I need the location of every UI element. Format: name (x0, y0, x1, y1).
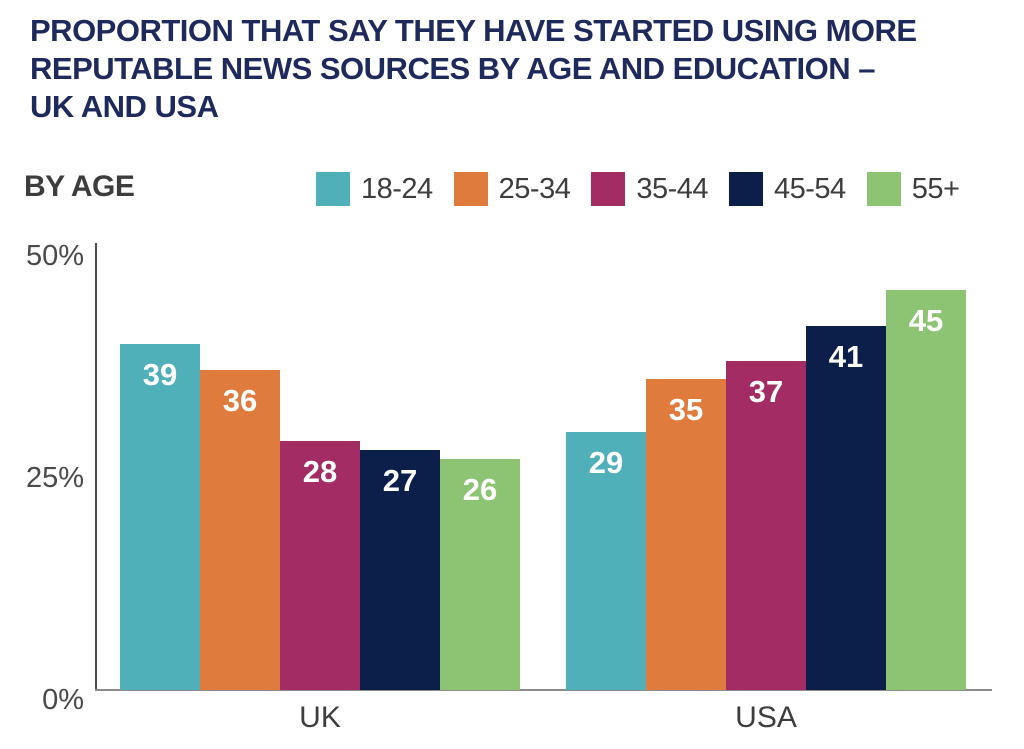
y-tick-label: 0% (42, 684, 84, 716)
chart-title-line: UK AND USA (30, 89, 219, 124)
y-tick-label: 25% (25, 462, 84, 494)
category-label-uk: UK (299, 701, 341, 734)
bar-value-label: 26 (462, 472, 498, 507)
legend-swatch (729, 172, 764, 206)
legend-label: 55+ (911, 172, 960, 205)
bar-value-label: 37 (748, 374, 784, 409)
legend-swatch (453, 172, 488, 206)
y-tick-label: 50% (25, 240, 84, 272)
chart-title: PROPORTION THAT SAY THEY HAVE STARTED US… (30, 12, 990, 126)
legend-swatch (316, 172, 350, 206)
bar-uk-55+: 26 (440, 459, 520, 690)
legend-item-45-54: 45-54 (729, 172, 846, 206)
bar-usa-35-44: 37 (726, 361, 806, 690)
legend-swatch (866, 172, 901, 206)
chart-title-line: REPUTABLE NEWS SOURCES BY AGE AND EDUCAT… (30, 51, 876, 86)
x-axis-line (95, 689, 992, 691)
legend-item-35-44: 35-44 (591, 172, 709, 206)
legend-label: 25-34 (498, 172, 571, 205)
bar-usa-25-34: 35 (646, 379, 726, 690)
bar-value-label: 45 (908, 303, 944, 338)
bar-value-label: 39 (142, 357, 178, 392)
legend-label: 45-54 (774, 172, 846, 205)
category-label-usa: USA (735, 701, 797, 734)
bar-value-label: 36 (222, 383, 258, 418)
bar-value-label: 35 (668, 392, 704, 427)
legend-label: 35-44 (636, 172, 709, 205)
legend-item-55+: 55+ (866, 172, 960, 206)
bar-uk-35-44: 28 (280, 441, 360, 690)
chart-title-line: PROPORTION THAT SAY THEY HAVE STARTED US… (30, 13, 917, 48)
bar-value-label: 29 (588, 445, 624, 480)
bar-uk-18-24: 39 (120, 344, 200, 690)
y-axis-line (95, 243, 97, 690)
bar-uk-25-34: 36 (200, 370, 280, 690)
bar-group-usa: 29 35 37 41 45 (566, 290, 966, 690)
bar-uk-45-54: 27 (360, 450, 440, 690)
legend-item-18-24: 18-24 (316, 172, 433, 206)
legend: 18-24 25-34 35-44 45-54 55+ (316, 172, 960, 206)
bar-usa-18-24: 29 (566, 432, 646, 690)
legend-swatch (591, 172, 626, 206)
bar-usa-45-54: 41 (806, 326, 886, 690)
bar-value-label: 27 (382, 463, 418, 498)
bar-group-uk: 39 36 28 27 26 (120, 344, 520, 690)
bar-usa-55+: 45 (886, 290, 966, 690)
legend-item-25-34: 25-34 (453, 172, 571, 206)
legend-label: 18-24 (361, 172, 433, 205)
section-label: BY AGE (24, 170, 135, 203)
bar-value-label: 41 (828, 339, 864, 374)
bar-value-label: 28 (302, 454, 338, 489)
